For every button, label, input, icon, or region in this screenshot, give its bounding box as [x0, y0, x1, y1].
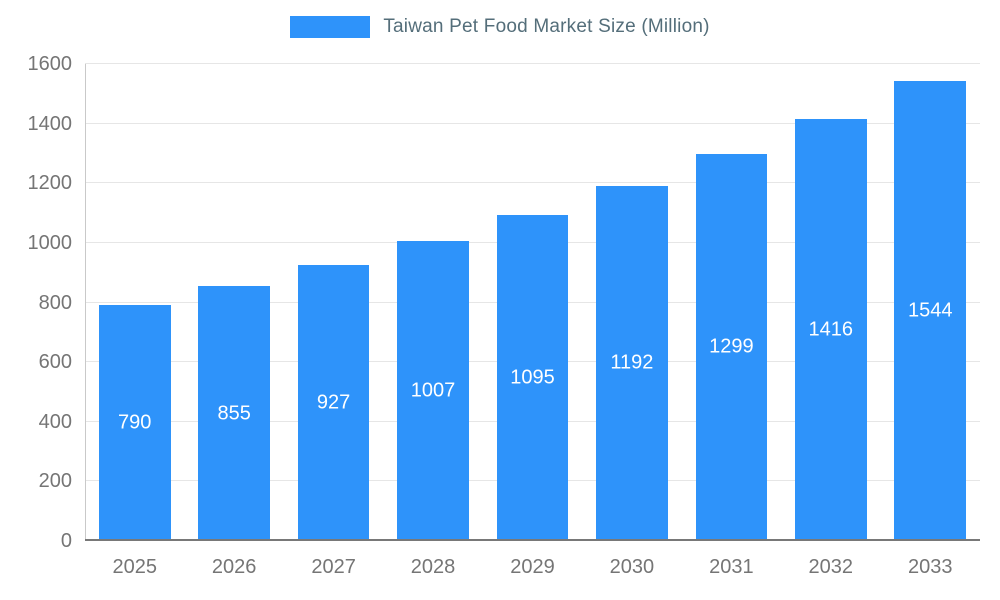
x-tick-label: 2033: [907, 556, 953, 578]
bar-value-label: 1416: [808, 318, 854, 341]
bar-2026[interactable]: 855: [198, 286, 270, 541]
bar-band: 790: [85, 64, 184, 541]
bar-2033[interactable]: 1544: [894, 80, 967, 541]
bar-band: 1192: [582, 64, 681, 541]
y-axis-labels: 0 200 400 600 800 1000 1200 1400 1600: [0, 54, 73, 551]
plot-area: 790 855 927 1007 1095 1192 1299 1416 1544: [85, 63, 980, 541]
bar-value-label: 855: [217, 402, 251, 425]
y-tick-label: 1600: [27, 53, 73, 75]
bar-2029[interactable]: 1095: [496, 214, 569, 541]
bar-band: 927: [284, 64, 383, 541]
bar-value-label: 1299: [709, 335, 754, 358]
bar-value-label: 1192: [610, 351, 654, 374]
gridline: [85, 182, 980, 184]
y-axis-line: [85, 64, 86, 541]
x-tick-label: 2029: [510, 556, 555, 578]
bar-2031[interactable]: 1299: [695, 153, 768, 541]
bar-band: 1007: [383, 64, 482, 541]
y-tick-label: 800: [38, 291, 72, 314]
bar-2030[interactable]: 1192: [596, 185, 668, 541]
bar-2025[interactable]: 790: [98, 305, 171, 541]
bar-band: 1299: [682, 64, 781, 541]
bar-2028[interactable]: 1007: [397, 240, 469, 541]
bar-value-label: 790: [118, 411, 152, 434]
legend-swatch[interactable]: [290, 16, 371, 38]
y-tick-label: 200: [38, 470, 72, 493]
bar-2032[interactable]: 1416: [794, 118, 867, 541]
bar-value-label: 1544: [907, 299, 953, 322]
bar-band: 1544: [881, 64, 980, 541]
x-tick-label: 2030: [609, 556, 655, 578]
bar-band: 855: [184, 64, 283, 541]
bar-band: 1095: [483, 64, 582, 541]
x-axis-line: [85, 539, 980, 541]
y-tick-label: 1400: [27, 112, 73, 135]
y-tick-label: 600: [38, 351, 72, 374]
y-tick-label: 400: [38, 410, 72, 433]
chart-legend: Taiwan Pet Food Market Size (Million): [0, 16, 1000, 38]
bar-2027[interactable]: 927: [297, 264, 370, 541]
gridline: [85, 63, 980, 64]
x-tick-label: 2027: [311, 556, 356, 578]
bar-band: 1416: [781, 64, 880, 541]
chart-title: Taiwan Pet Food Market Size (Million): [383, 16, 710, 37]
bar-value-label: 927: [316, 391, 351, 414]
x-axis-labels: 2025 2026 2027 2028 2029 2030 2031 2032 2033: [85, 556, 980, 579]
x-tick-label: 2032: [808, 556, 854, 578]
bar-value-label: 1007: [410, 379, 456, 402]
y-tick-label: 1000: [27, 231, 73, 254]
x-tick-label: 2028: [410, 556, 456, 578]
y-tick-label: 0: [60, 530, 72, 552]
y-tick-label: 1200: [27, 172, 73, 195]
x-tick-label: 2031: [709, 556, 754, 578]
x-tick-label: 2026: [211, 556, 257, 578]
gridline: [85, 122, 980, 124]
bar-value-label: 1095: [510, 366, 555, 389]
x-tick-label: 2025: [112, 556, 157, 578]
